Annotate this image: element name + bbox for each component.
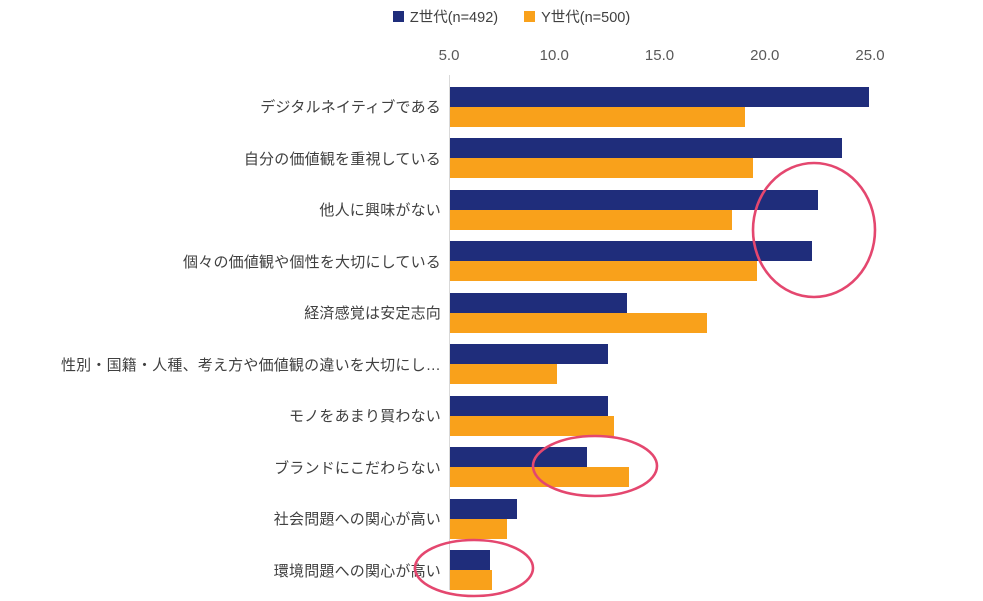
chart-row: 環境問題への関心が高い — [0, 539, 983, 590]
bar-group — [449, 292, 983, 333]
bar-y-gen — [450, 261, 758, 281]
legend-item-y: Y世代(n=500) — [524, 6, 630, 27]
bar-rows: デジタルネイティブである自分の価値観を重視している他人に興味がない個々の価値観や… — [0, 75, 983, 590]
chart-row: 経済感覚は安定志向 — [0, 281, 983, 333]
category-label: ブランドにこだわらない — [274, 459, 441, 477]
bar-z-gen — [450, 344, 608, 364]
category-label: 個々の価値観や個性を大切にしている — [183, 253, 441, 271]
category-label: 環境問題への関心が高い — [273, 562, 441, 580]
chart-row: モノをあまり買わない — [0, 384, 983, 436]
bar-group — [449, 86, 983, 127]
x-tick-label: 15.0 — [644, 47, 675, 64]
bar-group — [449, 189, 983, 230]
chart-row: ブランドにこだわらない — [0, 436, 983, 487]
legend-swatch-icon — [392, 11, 404, 22]
bar-z-gen — [450, 395, 608, 416]
bar-z-gen — [450, 241, 813, 261]
legend-label: Z世代(n=492) — [409, 10, 499, 26]
bar-y-gen — [450, 158, 754, 178]
bar-y-gen — [450, 518, 507, 539]
chart-row: 自分の価値観を重視している — [0, 127, 983, 178]
bar-y-gen — [450, 467, 629, 487]
bar-y-gen — [450, 415, 615, 436]
bar-group — [449, 498, 983, 539]
bar-y-gen — [450, 106, 745, 127]
bar-group — [449, 447, 983, 487]
x-tick-label: 25.0 — [855, 47, 885, 64]
bar-y-gen — [450, 312, 707, 333]
bar-z-gen — [450, 189, 819, 210]
category-label: デジタルネイティブである — [260, 99, 441, 116]
chart-row: 他人に興味がない — [0, 178, 983, 230]
chart-row: 性別・国籍・人種、考え方や価値観の違いを大切にし… — [0, 333, 983, 384]
bar-z-gen — [450, 498, 518, 519]
category-label: 自分の価値観を重視している — [243, 150, 441, 168]
category-label: 社会問題への関心が高い — [273, 511, 441, 528]
legend-item-z: Z世代(n=492) — [392, 6, 499, 27]
bar-group — [449, 395, 983, 436]
x-tick-label: 5.0 — [438, 47, 460, 64]
bar-z-gen — [450, 447, 587, 467]
category-label: 他人に興味がない — [319, 202, 441, 219]
bar-group — [449, 344, 983, 384]
bar-y-gen — [450, 209, 733, 230]
bar-y-gen — [450, 364, 558, 384]
x-axis: 5.0 10.0 15.0 20.0 25.0 — [439, 40, 983, 74]
legend-label: Y世代(n=500) — [541, 10, 631, 26]
bar-group — [449, 550, 983, 590]
chart-row: デジタルネイティブである — [0, 75, 983, 127]
x-tick-label: 10.0 — [539, 47, 569, 64]
bar-group — [449, 241, 983, 281]
bar-z-gen — [450, 550, 490, 570]
bar-y-gen — [450, 570, 493, 590]
x-tick-label: 20.0 — [750, 47, 780, 64]
bar-z-gen — [450, 292, 627, 313]
bar-z-gen — [450, 138, 842, 158]
axis-line — [449, 75, 450, 590]
bar-z-gen — [450, 86, 869, 107]
category-label: 経済感覚は安定志向 — [304, 305, 441, 322]
category-label: 性別・国籍・人種、考え方や価値観の違いを大切にし… — [60, 356, 441, 374]
category-label: モノをあまり買わない — [288, 408, 441, 425]
chart-row: 個々の価値観や個性を大切にしている — [0, 230, 983, 281]
legend: Z世代(n=492) Y世代(n=500) — [20, 6, 983, 27]
bar-group — [449, 138, 983, 178]
legend-swatch-icon — [524, 11, 536, 22]
chart-row: 社会問題への関心が高い — [0, 487, 983, 539]
